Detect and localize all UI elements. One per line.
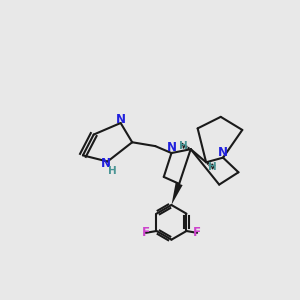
Text: N: N bbox=[116, 113, 126, 126]
Text: N: N bbox=[101, 157, 111, 170]
Text: H: H bbox=[208, 162, 216, 172]
Text: F: F bbox=[142, 226, 150, 239]
Polygon shape bbox=[172, 183, 183, 205]
Text: H: H bbox=[179, 141, 188, 152]
Text: H: H bbox=[108, 166, 116, 176]
Text: N: N bbox=[167, 142, 176, 154]
Text: F: F bbox=[193, 226, 201, 239]
Text: N: N bbox=[218, 146, 228, 159]
